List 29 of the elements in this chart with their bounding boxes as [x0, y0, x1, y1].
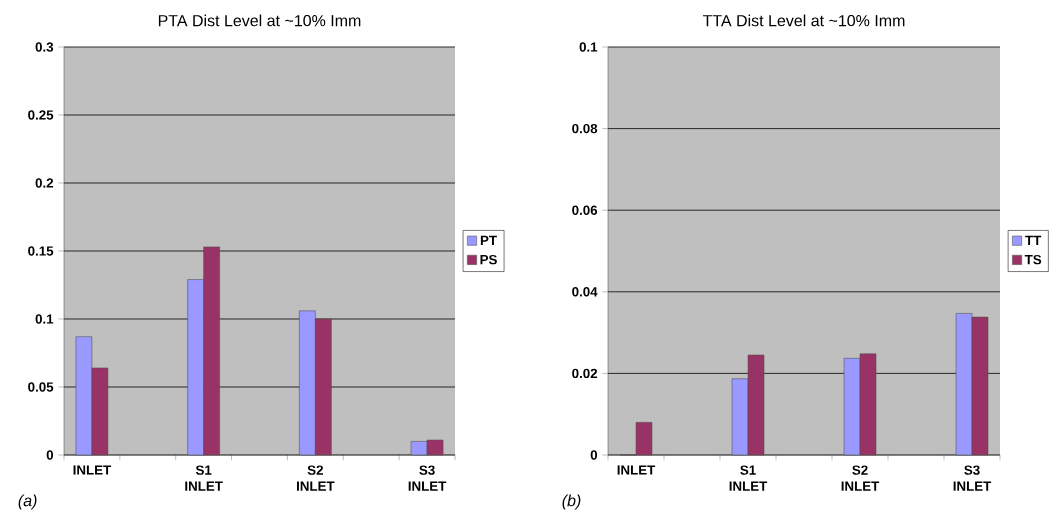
- x-tick-label: S2 INLET: [297, 465, 335, 491]
- y-tick-label: 0.1: [579, 42, 598, 52]
- text: (a): [18, 494, 37, 510]
- y-tick-label: 0.2: [35, 178, 54, 188]
- chart-title: TTA Dist Level at ~10% Imm: [702, 14, 905, 27]
- text: (b): [562, 494, 581, 510]
- x-tick-label: INLET: [73, 465, 112, 475]
- y-tick-label: 0: [590, 450, 598, 460]
- y-tick-label: 0.02: [572, 368, 598, 379]
- y-tick-label: 0.06: [572, 205, 598, 215]
- y-tick-label: 0: [46, 450, 54, 460]
- y-tick-label: 0.25: [28, 110, 54, 120]
- y-tick-label: 0.04: [572, 287, 598, 297]
- y-tick-label: 0.05: [28, 382, 54, 392]
- y-tick-label: 0.15: [28, 246, 54, 256]
- legend-label: PT: [480, 235, 497, 245]
- x-tick-label: S1 INLET: [185, 465, 223, 491]
- x-tick-label: S1 INLET: [729, 465, 768, 491]
- x-tick-label: S3 INLET: [953, 465, 992, 491]
- x-tick-label: S3 INLET: [408, 465, 447, 491]
- y-tick-label: 0.08: [572, 123, 598, 134]
- y-tick-label: 0.1: [35, 314, 54, 324]
- chart-title: PTA Dist Level at ~10% Imm: [158, 14, 361, 27]
- x-tick-label: S2 INLET: [841, 465, 880, 491]
- x-tick-label: INLET: [617, 465, 656, 475]
- legend-label: TS: [1024, 254, 1042, 265]
- legend-label: PS: [480, 254, 497, 265]
- y-tick-label: 0.3: [35, 42, 54, 52]
- legend-label: TT: [1025, 235, 1042, 245]
